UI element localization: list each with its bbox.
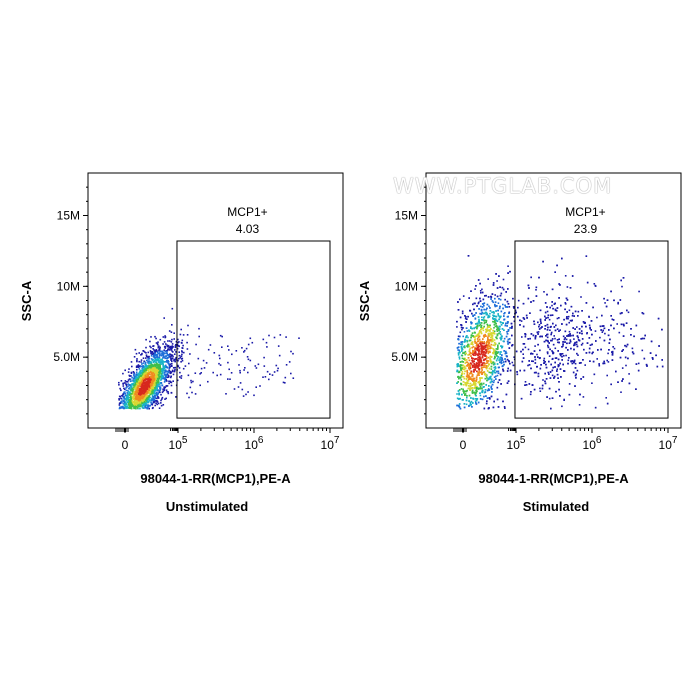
x-tick-label: 106 [583, 435, 602, 452]
x-tick-label: 105 [507, 435, 526, 452]
x-tick-label: 0 [122, 438, 129, 452]
y-tick-label: 10M [57, 279, 80, 293]
y-axis-label: SSC-A [357, 280, 372, 321]
gate-mcp1-positive [176, 240, 331, 419]
x-axis-label: 98044-1-RR(MCP1),PE-A [478, 471, 629, 486]
y-tick-label: 15M [395, 209, 418, 223]
y-tick-label: 10M [395, 279, 418, 293]
x-axis-label: 98044-1-RR(MCP1),PE-A [140, 471, 291, 486]
scatter-panel-stimulated: MCP1+ 23.9 5.0M 10M 15M 0 105 106 107 98044-1-RR(… [357, 172, 682, 486]
events [456, 255, 664, 410]
panel-title-stimulated: Stimulated [522, 499, 590, 514]
y-axis-label: SSC-A [19, 280, 34, 321]
scatter-panel-unstimulated: MCP1+ 4.03 5.0M 10M 15M 0 105 106 107 98044-1-RR(… [19, 172, 344, 486]
x-tick-label: 107 [659, 435, 678, 452]
gate-label: MCP1+ [565, 205, 605, 219]
events [118, 307, 300, 410]
x-tick-label: 0 [460, 438, 467, 452]
gate-percent: 4.03 [236, 222, 260, 236]
x-tick-label: 105 [169, 435, 188, 452]
y-tick-label: 15M [57, 209, 80, 223]
x-tick-label: 106 [245, 435, 264, 452]
gate-mcp1-positive [514, 240, 669, 419]
x-tick-label: 107 [321, 435, 340, 452]
panel-title-unstimulated: Unstimulated [165, 499, 249, 514]
gate-percent: 23.9 [574, 222, 598, 236]
plot-frame [425, 172, 682, 429]
y-tick-label: 5.0M [391, 350, 418, 364]
y-tick-label: 5.0M [53, 350, 80, 364]
watermark: WWW.PTGLAB.COM [393, 174, 613, 198]
gate-label: MCP1+ [227, 205, 267, 219]
